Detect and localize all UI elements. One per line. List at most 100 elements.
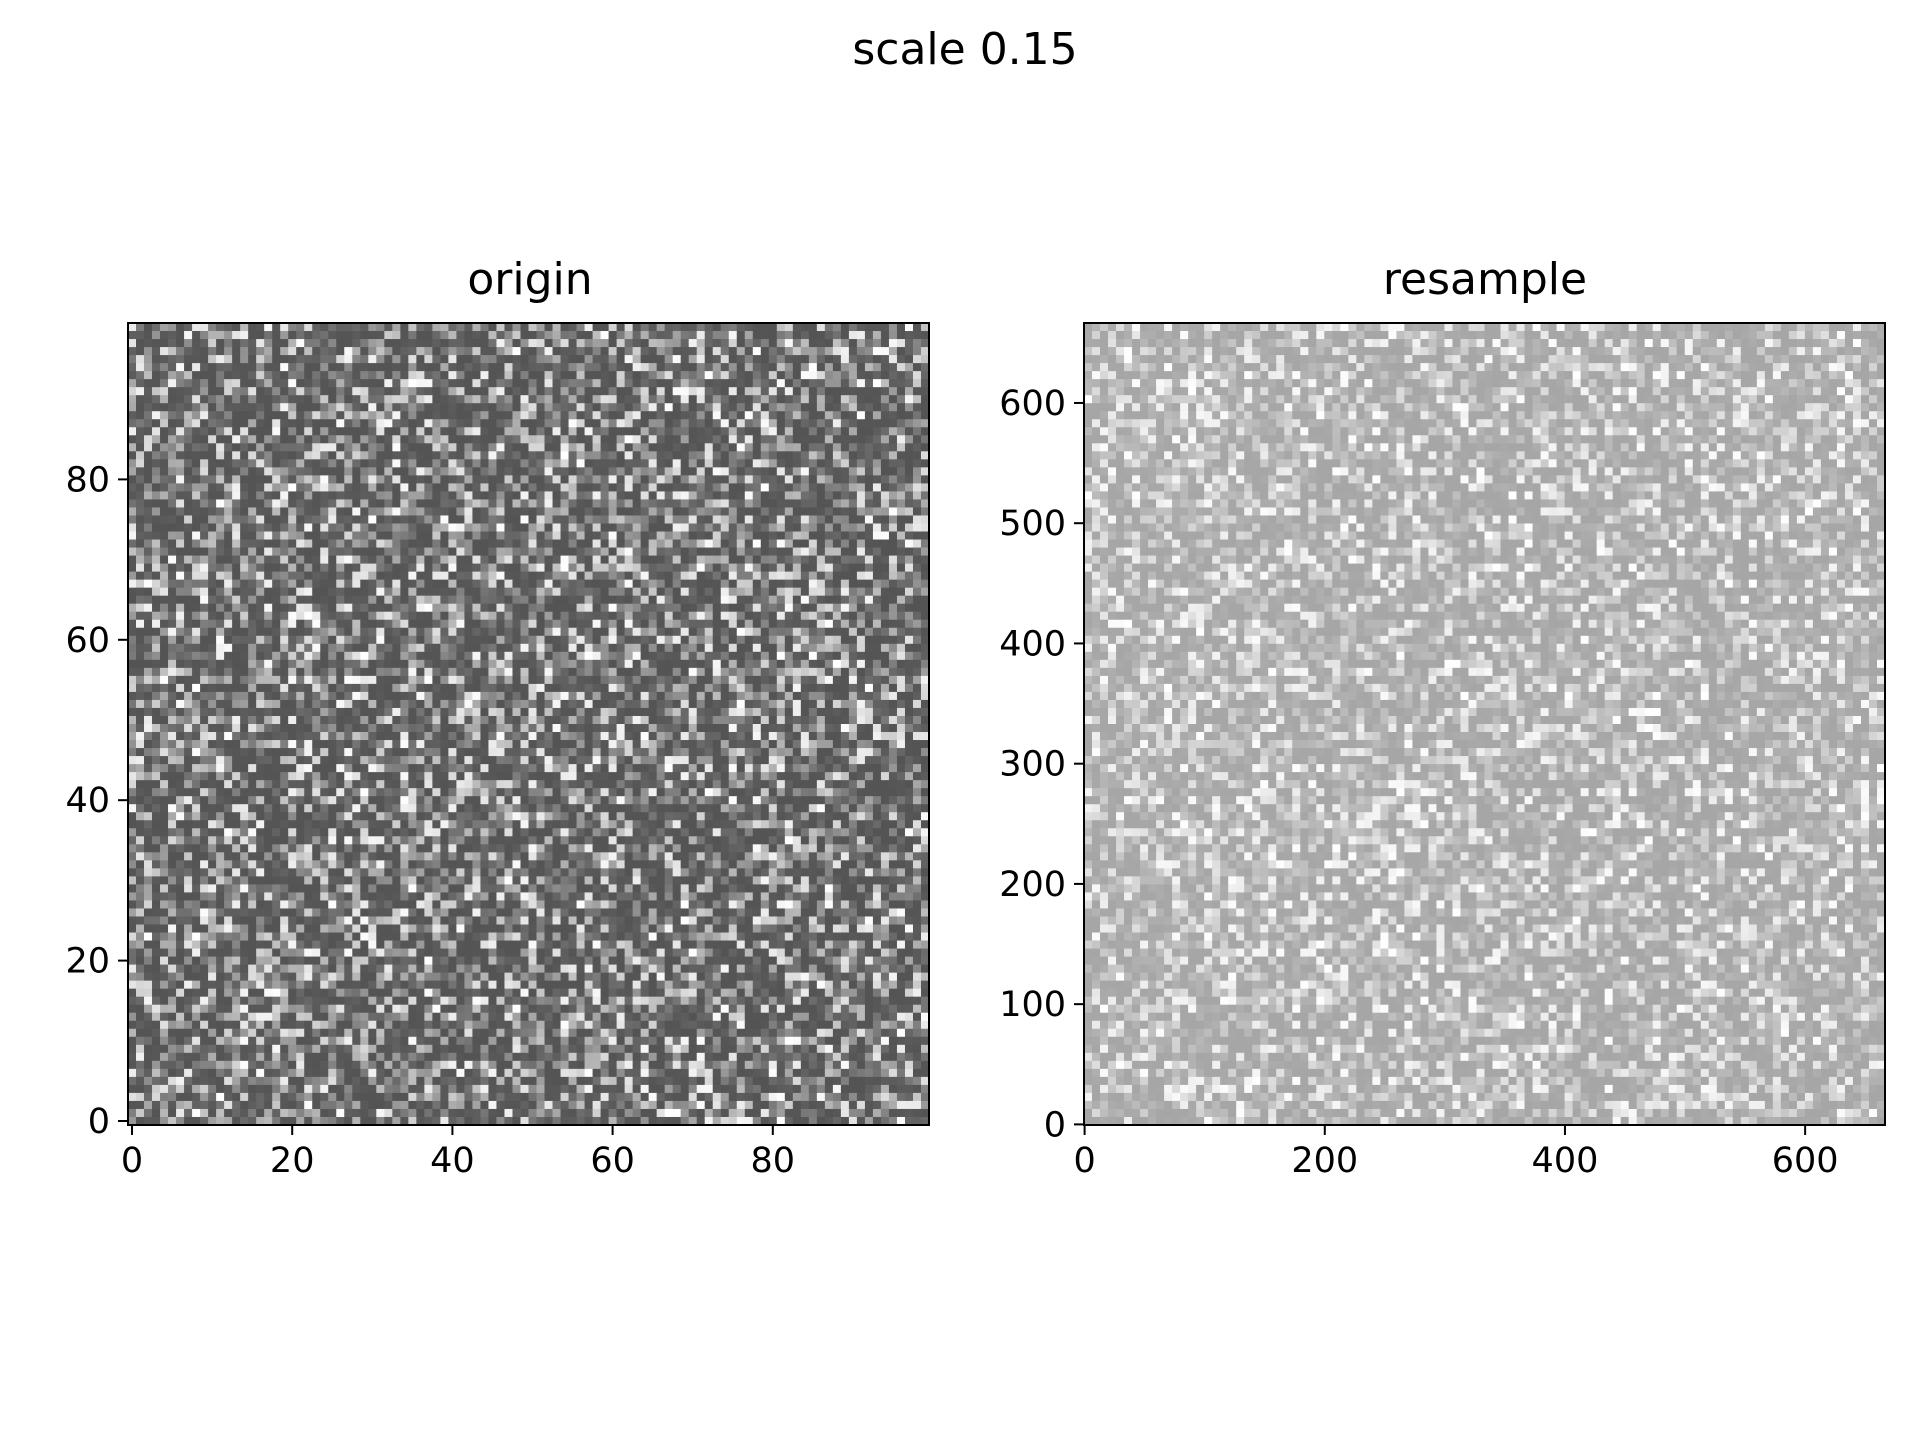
heatmap-cell <box>632 331 642 340</box>
heatmap-cell <box>272 419 281 428</box>
heatmap-cell <box>840 475 850 484</box>
heatmap-cell <box>400 323 409 332</box>
heatmap-cell <box>192 571 201 581</box>
heatmap-cell <box>336 515 345 525</box>
heatmap-cell <box>920 379 930 388</box>
heatmap-cell <box>544 715 554 725</box>
heatmap-cell <box>600 595 610 605</box>
heatmap-cell <box>744 579 754 589</box>
heatmap-cell <box>144 507 153 517</box>
heatmap-cell <box>728 619 738 629</box>
heatmap-cell <box>632 547 642 557</box>
heatmap-cell <box>760 339 770 348</box>
heatmap-cell <box>128 547 137 557</box>
heatmap-cell <box>640 419 650 428</box>
heatmap-cell <box>864 491 874 501</box>
heatmap-cell <box>608 675 618 685</box>
heatmap-cell <box>568 547 578 557</box>
heatmap-cell <box>216 539 225 549</box>
heatmap-cell <box>328 603 337 613</box>
heatmap-cell <box>376 363 385 372</box>
heatmap-cell <box>848 363 858 372</box>
heatmap-cell <box>448 651 458 661</box>
heatmap-cell <box>704 683 714 693</box>
heatmap-cell <box>384 587 393 597</box>
heatmap-cell <box>664 707 674 717</box>
heatmap-cell <box>712 595 722 605</box>
heatmap-cell <box>856 683 866 693</box>
heatmap-cell <box>520 603 530 613</box>
heatmap-cell <box>168 355 177 364</box>
heatmap-cell <box>776 347 786 356</box>
heatmap-cell <box>680 363 690 372</box>
heatmap-cell <box>336 379 345 388</box>
heatmap-cell <box>520 499 530 509</box>
heatmap-cell <box>312 475 321 484</box>
heatmap-cell <box>544 419 554 428</box>
heatmap-cell <box>496 363 506 372</box>
heatmap-cell <box>288 355 297 364</box>
heatmap-cell <box>792 659 802 669</box>
heatmap-cell <box>304 363 313 372</box>
heatmap-cell <box>632 563 642 573</box>
heatmap-cell <box>680 603 690 613</box>
heatmap-cell <box>552 443 562 452</box>
heatmap-cell <box>744 379 754 388</box>
heatmap-cell <box>376 419 385 428</box>
heatmap-cell <box>600 683 610 693</box>
heatmap-cell <box>168 491 177 501</box>
heatmap-cell <box>752 411 762 420</box>
heatmap-cell <box>368 475 377 484</box>
heatmap-cell <box>848 707 858 717</box>
heatmap-cell <box>528 435 538 444</box>
heatmap-cell <box>448 507 458 517</box>
heatmap-cell <box>184 483 193 493</box>
heatmap-cell <box>352 411 361 420</box>
heatmap-cell <box>760 499 770 509</box>
heatmap-cell <box>248 587 257 597</box>
heatmap-cell <box>864 659 874 669</box>
heatmap-cell <box>176 507 185 517</box>
heatmap-cell <box>224 491 233 501</box>
heatmap-cell <box>200 603 209 613</box>
heatmap-cell <box>760 363 770 372</box>
heatmap-cell <box>456 683 466 693</box>
heatmap-cell <box>208 555 217 565</box>
heatmap-cell <box>344 411 353 420</box>
heatmap-cell <box>432 339 441 348</box>
heatmap-cell <box>328 483 337 493</box>
heatmap-cell <box>912 363 922 372</box>
heatmap-cell <box>736 451 746 460</box>
heatmap-cell <box>608 331 618 340</box>
heatmap-cell <box>544 571 554 581</box>
heatmap-cell <box>144 691 153 701</box>
heatmap-cell <box>568 707 578 717</box>
heatmap-cell <box>344 355 353 364</box>
heatmap-cell <box>600 699 610 709</box>
heatmap-cell <box>440 667 449 677</box>
heatmap-cell <box>176 475 185 484</box>
heatmap-cell <box>728 699 738 709</box>
heatmap-cell <box>440 555 449 565</box>
heatmap-cell <box>256 707 265 717</box>
heatmap-cell <box>680 675 690 685</box>
heatmap-cell <box>592 379 602 388</box>
heatmap-cell <box>728 683 738 693</box>
heatmap-cell <box>584 667 594 677</box>
heatmap-cell <box>536 675 546 685</box>
heatmap-cell <box>440 459 449 468</box>
heatmap-cell <box>352 379 361 388</box>
heatmap-cell <box>472 427 482 436</box>
heatmap-cell <box>896 547 906 557</box>
heatmap-cell <box>200 435 209 444</box>
heatmap-cell <box>872 699 882 709</box>
heatmap-cell <box>216 515 225 525</box>
heatmap-cell <box>200 707 209 717</box>
heatmap-cell <box>528 363 538 372</box>
heatmap-cell <box>904 459 914 468</box>
heatmap-cell <box>752 499 762 509</box>
heatmap-cell <box>224 635 233 645</box>
heatmap-cell <box>608 451 618 460</box>
heatmap-cell <box>648 395 658 404</box>
